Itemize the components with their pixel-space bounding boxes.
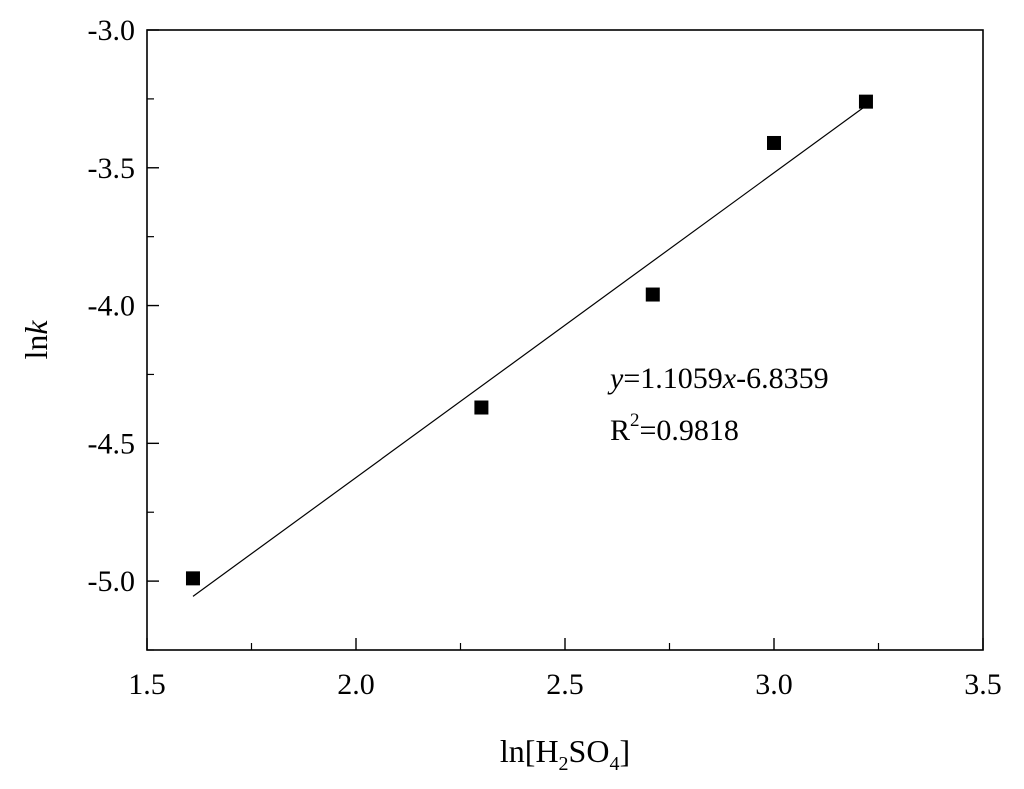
y-tick-label: -3.0	[88, 14, 136, 47]
y-tick-label: -4.0	[88, 290, 136, 323]
plot-frame	[146, 29, 984, 651]
x-tick-label: 1.5	[128, 668, 166, 701]
data-point	[645, 287, 660, 302]
fit-equation: y=1.1059x-6.8359	[607, 362, 829, 395]
data-point	[767, 135, 781, 150]
data-point	[185, 571, 200, 586]
r-squared: R2=0.9818	[610, 410, 739, 447]
axis-ticks	[146, 29, 984, 651]
y-tick-label: -3.5	[88, 152, 136, 185]
y-tick-label: -4.5	[88, 427, 136, 460]
x-axis-title: ln[H2SO4]	[500, 733, 630, 775]
x-tick-label: 2.0	[337, 668, 375, 701]
x-tick-label: 2.5	[546, 668, 584, 701]
fit-line	[192, 105, 867, 597]
data-points	[185, 94, 873, 586]
x-tick-label: 3.5	[964, 668, 1002, 701]
x-tick-label: 3.0	[755, 668, 793, 701]
data-point	[474, 400, 489, 415]
fit-line-group	[192, 105, 867, 597]
y-axis-title: lnk	[18, 320, 54, 360]
y-tick-label: -5.0	[88, 565, 136, 598]
axis-tick-labels: 1.5 2.0 2.5 3.0 3.5 -3.0 -3.5 -4.0 -4.5 -5.0	[88, 14, 1002, 701]
data-point	[858, 94, 873, 109]
